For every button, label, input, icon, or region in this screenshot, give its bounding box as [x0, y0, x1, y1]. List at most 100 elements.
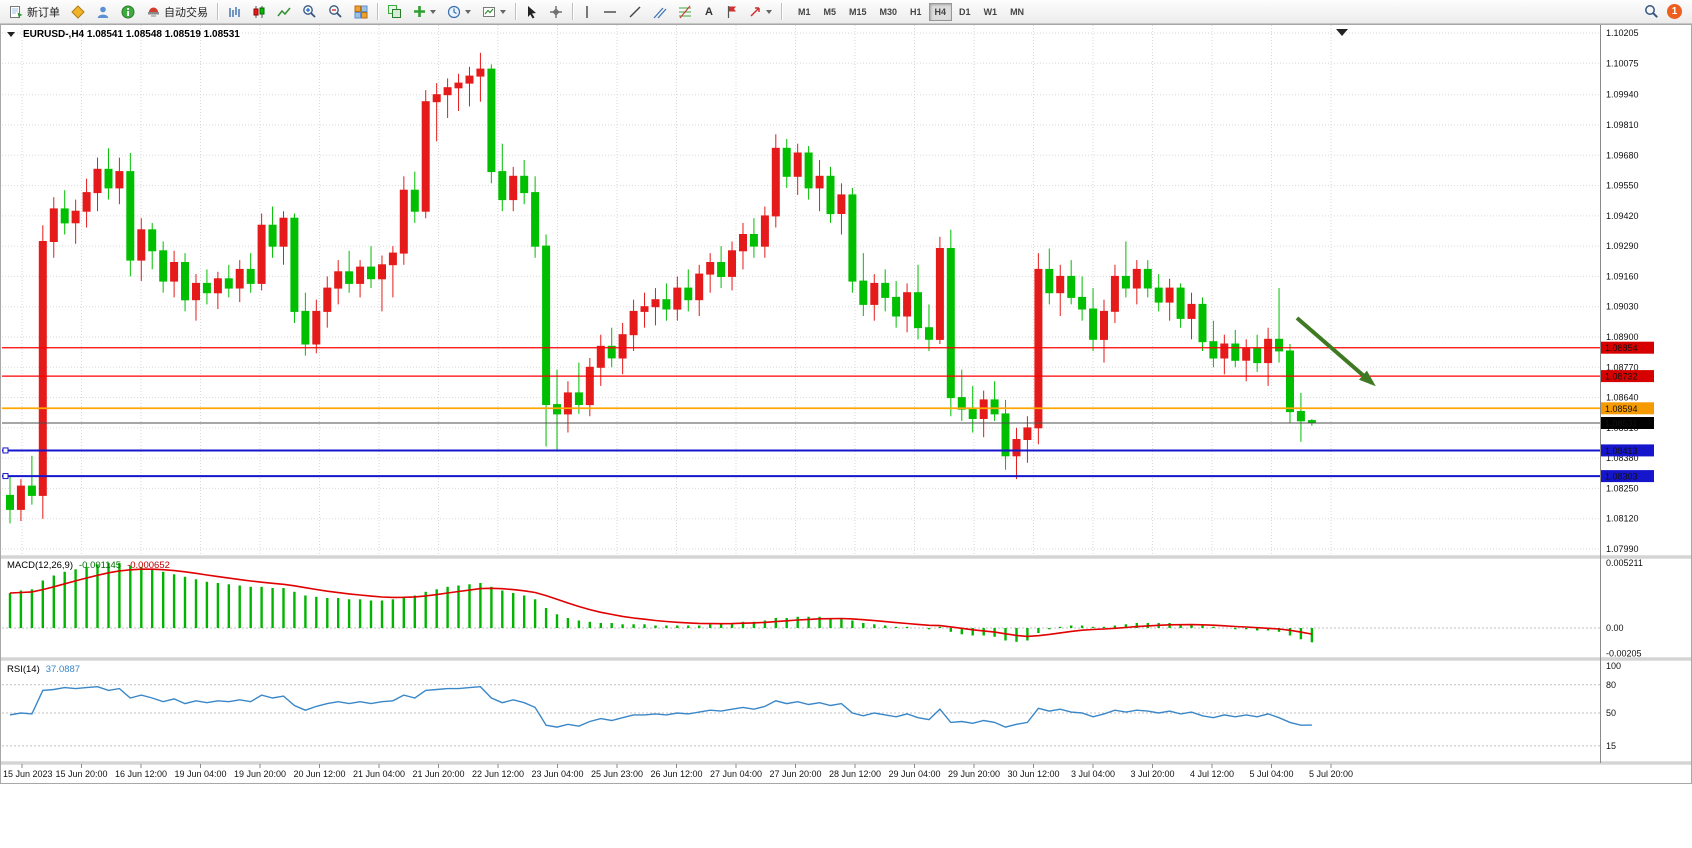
candle-bullish: [640, 306, 649, 312]
line-chart-button[interactable]: [272, 2, 296, 22]
candle-bullish: [279, 217, 288, 247]
horizontal-line-tool-button[interactable]: [598, 2, 622, 22]
candle-bullish: [1100, 310, 1108, 340]
candle-bullish: [213, 278, 222, 294]
timeframe-h1-button[interactable]: H1: [904, 3, 928, 21]
time-axis-label: 30 Jun 12:00: [1007, 769, 1059, 779]
vertical-line-tool-button[interactable]: [577, 2, 597, 22]
timeframe-d1-button[interactable]: D1: [953, 3, 977, 21]
candle-bearish: [607, 345, 616, 359]
candle-bullish: [378, 264, 386, 280]
timeframe-w1-button[interactable]: W1: [978, 3, 1004, 21]
macd-main-value: -0.001145: [79, 560, 122, 571]
zoom-in-icon: [302, 4, 317, 19]
timeframe-mn-button[interactable]: MN: [1004, 3, 1030, 21]
arrange-windows-icon: [387, 4, 402, 19]
search-button[interactable]: [1639, 2, 1664, 22]
candle-bullish: [706, 262, 715, 275]
chart-shift-marker[interactable]: [1336, 29, 1348, 36]
channel-tool-button[interactable]: [648, 2, 672, 22]
candle-bearish: [1089, 308, 1098, 340]
panel-splitter[interactable]: [0, 555, 1692, 559]
candle-bearish: [574, 392, 583, 405]
chevron-down-icon: [430, 9, 436, 14]
macd-axis-label: 0.005211: [1606, 558, 1643, 568]
chart-canvas[interactable]: 1.10205 1.10075 1.09940 1.09810 1.09680 1.095…: [0, 24, 1692, 824]
tile-windows-button[interactable]: [349, 2, 373, 22]
price-axis-label: 1.08250: [1606, 483, 1639, 493]
price-axis-label: 1.09160: [1606, 271, 1639, 281]
price-axis-label: 1.09680: [1606, 150, 1639, 160]
zoom-in-button[interactable]: [297, 2, 322, 22]
text-tool-button[interactable]: A: [698, 2, 720, 22]
templates-button[interactable]: [477, 2, 511, 22]
candlestick-chart-button[interactable]: [247, 2, 271, 22]
crosshair-button[interactable]: [544, 2, 568, 22]
candle-bearish: [520, 175, 529, 194]
new-order-button[interactable]: 新订单: [4, 2, 65, 22]
auto-trading-button[interactable]: 自动交易: [141, 2, 213, 22]
timeframe-m15-button[interactable]: M15: [843, 3, 873, 21]
candle-bearish: [717, 262, 726, 277]
candle-bearish: [1253, 348, 1262, 364]
candle-bearish: [1045, 268, 1054, 294]
rsi-name: RSI(14): [7, 664, 40, 675]
trend-arrow[interactable]: [1295, 316, 1374, 385]
candle-bullish: [870, 282, 879, 305]
search-icon: [1644, 4, 1659, 19]
candle-bullish: [257, 224, 266, 284]
line-handle[interactable]: [2, 447, 9, 454]
collapse-caret-icon[interactable]: [7, 32, 15, 37]
periods-button[interactable]: [442, 2, 476, 22]
candle-bullish: [1023, 427, 1032, 440]
candle-bullish: [629, 310, 638, 336]
trendline-icon: [628, 5, 642, 19]
toolbar-separator: [780, 3, 782, 20]
zoom-out-button[interactable]: [323, 2, 348, 22]
arrange-windows-button[interactable]: [382, 2, 407, 22]
macd-indicator-label: MACD(12,26,9) -0.001145 -0.000652: [7, 560, 170, 571]
candle-bullish: [454, 82, 463, 89]
time-axis-label: 5 Jul 04:00: [1249, 769, 1293, 779]
auto-trading-icon: [146, 4, 161, 19]
candle-bearish: [181, 262, 189, 301]
indicators-button[interactable]: [408, 2, 441, 22]
profiles-icon: [71, 4, 85, 19]
candle-bearish: [148, 229, 157, 252]
panel-splitter[interactable]: [0, 657, 1692, 661]
toolbar-separator: [377, 3, 378, 20]
candle-bullish: [771, 147, 780, 217]
timeframe-m30-button[interactable]: M30: [874, 3, 904, 21]
candle-bearish: [1001, 413, 1010, 457]
line-handle[interactable]: [2, 473, 9, 480]
cursor-button[interactable]: [520, 2, 543, 22]
candle-bullish: [192, 282, 200, 301]
notifications-badge[interactable]: 1: [1667, 4, 1682, 19]
candle-bearish: [246, 268, 255, 284]
indicators-icon: [413, 5, 426, 18]
candle-bearish: [1176, 287, 1185, 319]
candle-bearish: [104, 168, 113, 189]
timeframe-m1-button[interactable]: M1: [792, 3, 817, 21]
price-axis-label: 1.08900: [1606, 332, 1639, 342]
candle-bullish: [1220, 343, 1229, 359]
arrows-tool-button[interactable]: [744, 2, 777, 22]
data-window-button[interactable]: [116, 2, 140, 22]
profiles-button[interactable]: [66, 2, 90, 22]
trend-arrow-head[interactable]: [1359, 370, 1376, 387]
candle-bullish: [509, 175, 518, 201]
timeframe-h4-button[interactable]: H4: [928, 2, 953, 21]
timeframe-m5-button[interactable]: M5: [817, 3, 842, 21]
candle-bearish: [946, 248, 955, 399]
candle-bullish: [476, 68, 485, 77]
candle-bearish: [224, 278, 233, 289]
market-watch-button[interactable]: [91, 2, 115, 22]
text-tool-icon: A: [705, 5, 713, 18]
trendline-tool-button[interactable]: [623, 2, 647, 22]
label-tool-button[interactable]: [721, 2, 743, 22]
candle-bearish: [1067, 275, 1076, 298]
zoom-out-icon: [328, 4, 343, 19]
fibonacci-tool-button[interactable]: [673, 2, 697, 22]
panel-splitter[interactable]: [0, 761, 1692, 765]
bar-chart-button[interactable]: [222, 2, 246, 22]
